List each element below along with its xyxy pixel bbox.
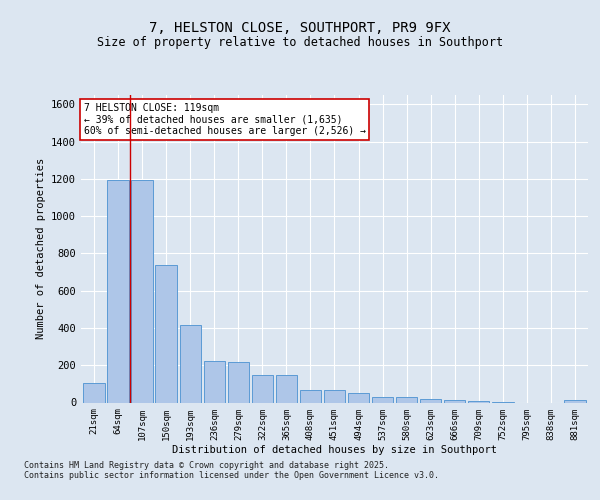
Bar	[275, 374, 297, 402]
Text: Contains HM Land Registry data © Crown copyright and database right 2025.: Contains HM Land Registry data © Crown c…	[24, 460, 389, 469]
Bar	[564, 400, 586, 402]
Bar	[348, 393, 370, 402]
X-axis label: Distribution of detached houses by size in Southport: Distribution of detached houses by size …	[172, 445, 497, 455]
Bar	[323, 390, 346, 402]
Bar	[227, 362, 249, 403]
Bar	[107, 180, 129, 402]
Bar	[155, 264, 177, 402]
Bar	[396, 397, 418, 402]
Bar	[131, 180, 153, 402]
Bar	[251, 374, 273, 402]
Bar	[468, 400, 490, 402]
Bar	[83, 383, 105, 402]
Text: Contains public sector information licensed under the Open Government Licence v3: Contains public sector information licen…	[24, 472, 439, 480]
Bar	[299, 390, 321, 402]
Y-axis label: Number of detached properties: Number of detached properties	[35, 158, 46, 340]
Text: Size of property relative to detached houses in Southport: Size of property relative to detached ho…	[97, 36, 503, 49]
Bar	[203, 360, 225, 403]
Bar	[420, 399, 442, 402]
Text: 7, HELSTON CLOSE, SOUTHPORT, PR9 9FX: 7, HELSTON CLOSE, SOUTHPORT, PR9 9FX	[149, 20, 451, 34]
Bar	[444, 400, 466, 402]
Bar	[372, 396, 394, 402]
Bar	[179, 325, 201, 402]
Text: 7 HELSTON CLOSE: 119sqm
← 39% of detached houses are smaller (1,635)
60% of semi: 7 HELSTON CLOSE: 119sqm ← 39% of detache…	[83, 102, 365, 136]
